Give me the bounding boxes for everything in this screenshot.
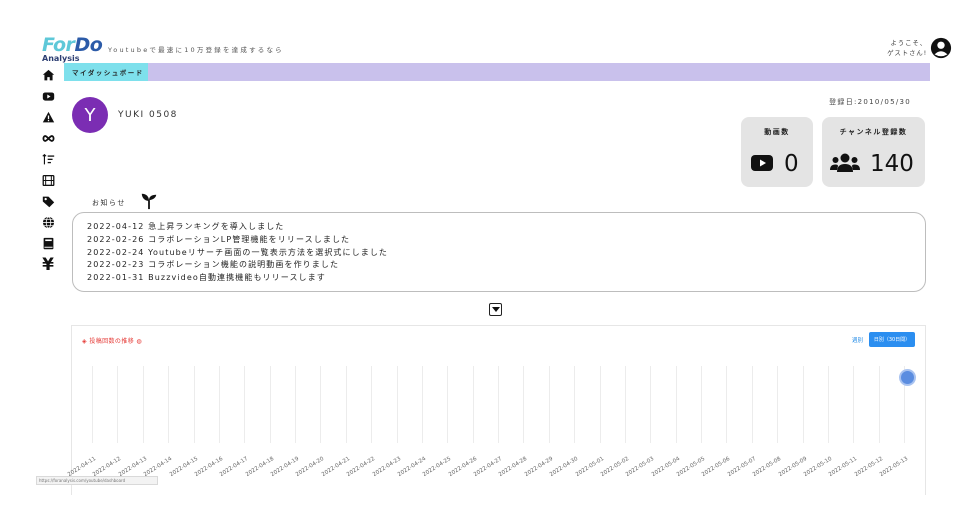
news-item[interactable]: 2022-02-24 Youtubeリサーチ画面の一覧表示方法を選択式にしました: [87, 247, 389, 257]
sidebar-item-tag[interactable]: [40, 191, 56, 212]
chart-gridline: [447, 366, 449, 443]
tag-icon: [42, 196, 54, 208]
users-icon: [830, 153, 860, 172]
tab-my-dashboard[interactable]: マイダッシュボード: [64, 63, 148, 81]
chart-gridline: [827, 366, 829, 443]
sort-icon: [41, 153, 54, 165]
sidebar-item-home[interactable]: [40, 65, 56, 86]
chart-gridline: [92, 366, 93, 443]
chart-gridline: [523, 366, 525, 443]
chart-gridline: [574, 366, 576, 443]
chart-gridline: [295, 366, 296, 443]
chart-gridline: [701, 366, 702, 443]
chart-gridline: [777, 366, 779, 443]
avatar: Y: [72, 97, 108, 133]
logo-subtitle: Analysis: [42, 54, 80, 63]
globe-icon: [42, 216, 54, 229]
chart-gridline: [320, 366, 322, 443]
chart-gridline: [371, 366, 373, 443]
daily-30-button[interactable]: 日別（30日間）: [869, 332, 915, 347]
chart-data-point[interactable]: [899, 369, 916, 386]
chart-gridline: [802, 366, 804, 443]
chart-gridline: [599, 366, 601, 443]
tab-bar: マイダッシュボード: [64, 63, 930, 81]
video-count-card: 動画数 0: [741, 117, 813, 187]
welcome-line1: ようこそ、: [890, 39, 927, 47]
sidebar-item-yen[interactable]: ¥: [40, 254, 56, 275]
chart-gridline: [244, 366, 246, 443]
chart-gridline: [193, 366, 195, 443]
news-list: 2022-04-12 急上昇ランキングを導入しました 2022-02-26 コラ…: [72, 212, 926, 292]
video-count-value: 0: [784, 151, 799, 177]
youtube-icon: [751, 155, 773, 171]
user-circle-icon[interactable]: [930, 37, 952, 59]
sidebar-item-warning[interactable]: [40, 107, 56, 128]
registration-date: 登録日:2010/05/30: [829, 98, 911, 106]
news-item[interactable]: 2022-02-23 コラボレーション機能の説明動画を作りました: [87, 260, 340, 270]
sidebar: ¥: [40, 65, 56, 275]
subscriber-count-value: 140: [870, 151, 914, 177]
chart-gridline: [472, 366, 474, 443]
chart-gridline: [396, 366, 398, 443]
chart-gridline: [269, 366, 271, 443]
logo-for-text: For: [42, 34, 75, 56]
chart-gridline: [853, 366, 855, 443]
posting-trend-chart: ◈ 投稿回数の推移 ◍ 週別 日別（30日間） 2022-04-11 2022-0…: [67, 325, 926, 495]
chart-gridline: [498, 366, 499, 443]
chart-gridline: [726, 366, 728, 443]
logo-do-text: Do: [74, 34, 103, 56]
chart-gridline: [218, 366, 220, 443]
chart-title: ◈ 投稿回数の推移 ◍: [82, 338, 143, 345]
chart-gridline: [751, 366, 753, 443]
chart-gridline: [675, 366, 677, 443]
sidebar-item-sort[interactable]: [40, 149, 56, 170]
sprout-icon: [141, 193, 157, 210]
subscriber-count-label: チャンネル登録数: [839, 128, 908, 136]
youtube-icon: [42, 92, 54, 101]
app-logo[interactable]: ForDo Analysis: [42, 34, 103, 64]
film-icon: [42, 174, 54, 187]
chart-gridline: [168, 366, 170, 443]
news-item[interactable]: 2022-01-31 Buzzvideo自動連携機能もリリースします: [87, 273, 326, 283]
news-label: お知らせ: [92, 199, 126, 207]
sidebar-item-infinity[interactable]: [40, 128, 56, 149]
chart-gridline: [904, 366, 905, 443]
news-item[interactable]: 2022-04-12 急上昇ランキングを導入しました: [87, 222, 285, 231]
chart-gridline: [624, 366, 626, 443]
warning-icon: [42, 111, 54, 123]
chart-gridline: [650, 366, 652, 443]
username: YUKI 0508: [118, 110, 178, 120]
sidebar-item-book[interactable]: [40, 233, 56, 254]
yen-icon: ¥: [42, 254, 54, 275]
chart-gridline: [548, 366, 550, 443]
chart-gridline: [142, 366, 144, 443]
sidebar-item-globe[interactable]: [40, 212, 56, 233]
infinity-icon: [42, 135, 54, 142]
sidebar-item-film[interactable]: [40, 170, 56, 191]
weekly-toggle[interactable]: 週別: [851, 338, 863, 344]
home-icon: [42, 69, 54, 81]
subscriber-count-card: チャンネル登録数 140: [822, 117, 925, 187]
news-item[interactable]: 2022-02-26 コラボレーションLP管理機能をリリースしました: [87, 234, 351, 244]
book-icon: [43, 237, 53, 250]
chart-gridline: [117, 366, 119, 443]
welcome-message: ようこそ、 ゲストさん!: [887, 38, 927, 58]
header-tagline: Youtubeで最速に10万登録を達成するなら: [108, 46, 284, 54]
expand-button[interactable]: [489, 303, 502, 316]
video-count-label: 動画数: [764, 128, 790, 136]
x-tick-label: 2022-05-03: [625, 456, 656, 479]
chart-gridline: [345, 366, 347, 443]
chart-gridline: [421, 366, 423, 443]
sidebar-item-youtube[interactable]: [40, 86, 56, 107]
caret-down-icon: [491, 306, 500, 312]
welcome-line2: ゲストさん!: [887, 49, 927, 57]
status-bar-url: https://foranalysis.com/youtube/dashboar…: [36, 476, 158, 485]
chart-gridline: [878, 366, 880, 443]
